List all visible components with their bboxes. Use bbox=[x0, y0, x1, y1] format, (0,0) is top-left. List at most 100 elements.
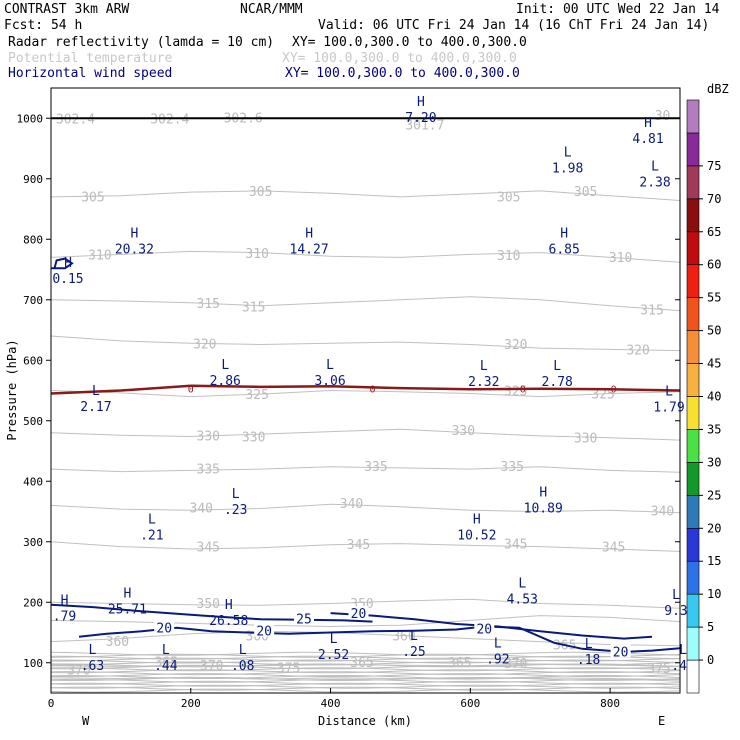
marker-low-symbol: L bbox=[564, 146, 572, 161]
marker-value: .44 bbox=[154, 659, 178, 674]
y-tick-label: 700 bbox=[23, 294, 43, 307]
theta-contour-335 bbox=[51, 466, 680, 473]
theta-label: 310 bbox=[609, 251, 632, 266]
marker-value: .08 bbox=[231, 659, 254, 674]
colorbar-label: 20 bbox=[707, 521, 721, 535]
theta-label: 30 bbox=[655, 109, 671, 124]
wind-label-bg bbox=[154, 620, 175, 634]
marker-value: .63 bbox=[81, 659, 104, 674]
colorbar: 0 5 10 15 20 25 30 35 40 45 50 55 60 65 70 75 bbox=[686, 99, 721, 694]
colorbar-label: 30 bbox=[707, 455, 721, 469]
theta-label: 335 bbox=[501, 460, 524, 475]
field-xy-theta: XY= 100.0,300.0 to 400.0,300.0 bbox=[282, 51, 517, 66]
theta-contour-350 bbox=[51, 598, 680, 609]
theta-label: 365 bbox=[448, 656, 471, 671]
upper-band-line bbox=[51, 676, 680, 682]
y-tick-label: 1000 bbox=[17, 112, 44, 125]
theta-label: 315 bbox=[242, 300, 265, 315]
marker-value: 2.17 bbox=[80, 400, 111, 415]
organization-label: NCAR/MMM bbox=[240, 2, 303, 17]
upper-band-line bbox=[51, 680, 680, 685]
colorbar-swatch bbox=[686, 462, 700, 496]
marker-value: 2.78 bbox=[542, 375, 573, 390]
marker-low-symbol: L bbox=[92, 384, 100, 399]
upper-band-line bbox=[51, 651, 680, 656]
zero-dbz-label: 0 bbox=[520, 385, 526, 396]
marker-low-symbol: L bbox=[553, 359, 561, 374]
y-axis-title: Pressure (hPa) bbox=[5, 339, 19, 440]
theta-label: 345 bbox=[602, 541, 625, 556]
upper-band-line bbox=[51, 688, 680, 693]
marker-low-symbol: L bbox=[651, 160, 659, 175]
theta-label: 370 bbox=[504, 657, 527, 672]
marker-high-symbol: H bbox=[417, 95, 425, 110]
valid-time: Valid: 06 UTC Fri 24 Jan 14 (16 ChT Fri … bbox=[318, 18, 709, 33]
wind-contour-20 bbox=[51, 257, 74, 270]
theta-label: 325 bbox=[245, 388, 268, 403]
wind-label-bg bbox=[348, 606, 369, 620]
theta-label: 360 bbox=[106, 635, 129, 650]
marker-value: 2.86 bbox=[210, 374, 241, 389]
y-tick-label: 900 bbox=[23, 173, 43, 186]
marker-value: 1.98 bbox=[552, 162, 583, 177]
wind-label-bg bbox=[254, 623, 275, 637]
marker-low-symbol: L bbox=[518, 576, 526, 591]
colorbar-label: 50 bbox=[707, 324, 721, 338]
marker-high-symbol: H bbox=[123, 587, 131, 602]
theta-contour-315 bbox=[51, 296, 680, 312]
colorbar-label: 35 bbox=[707, 422, 721, 436]
upper-band-line bbox=[51, 684, 680, 689]
marker-high-symbol: H bbox=[225, 598, 233, 613]
theta-contour-360 bbox=[51, 630, 680, 647]
theta-label: 340 bbox=[651, 504, 674, 519]
marker-value: .79 bbox=[53, 609, 76, 624]
x-tick-label: 400 bbox=[321, 697, 341, 710]
theta-label: 345 bbox=[347, 538, 370, 553]
marker-low-symbol: L bbox=[148, 512, 156, 527]
marker-low-symbol: L bbox=[221, 358, 229, 373]
colorbar-swatch bbox=[686, 231, 700, 266]
theta-label: 345 bbox=[504, 538, 527, 553]
colorbar-label: 10 bbox=[707, 587, 721, 601]
theta-label: 340 bbox=[190, 501, 213, 516]
colorbar-swatch bbox=[686, 626, 700, 661]
colorbar-label: 45 bbox=[707, 357, 721, 371]
marker-value: 25.71 bbox=[108, 603, 147, 618]
east-label: E bbox=[658, 714, 665, 728]
marker-value: 2.32 bbox=[468, 375, 499, 390]
y-tick-label: 200 bbox=[23, 596, 43, 609]
marker-value: .21 bbox=[140, 528, 163, 543]
colorbar-swatch bbox=[686, 165, 700, 200]
marker-low-symbol: L bbox=[672, 588, 680, 603]
theta-label: 315 bbox=[640, 303, 663, 318]
marker-high-symbol: H bbox=[64, 256, 72, 271]
theta-label: 305 bbox=[574, 185, 597, 200]
theta-label: 335 bbox=[364, 460, 387, 475]
theta-contour-320 bbox=[51, 335, 680, 352]
theta-label: 365 bbox=[155, 656, 178, 671]
west-label: W bbox=[82, 714, 90, 728]
theta-label: 340 bbox=[340, 497, 363, 512]
x-tick-label: 800 bbox=[600, 697, 620, 710]
marker-value: 14.27 bbox=[290, 243, 329, 258]
theta-label: 330 bbox=[242, 430, 265, 445]
theta-label: 320 bbox=[626, 343, 649, 358]
theta-label: 330 bbox=[574, 432, 597, 447]
wind-label: 20 bbox=[351, 607, 367, 622]
colorbar-swatch bbox=[686, 198, 700, 233]
marker-low-symbol: L bbox=[410, 629, 418, 644]
marker-value: 4.53 bbox=[507, 592, 538, 607]
marker-value: .18 bbox=[577, 653, 600, 668]
upper-band-line bbox=[51, 673, 680, 678]
plot-frame bbox=[50, 87, 681, 694]
wind-label-bg bbox=[474, 621, 495, 635]
model-title: CONTRAST 3km ARW bbox=[4, 2, 129, 17]
theta-label: 365 bbox=[553, 639, 576, 654]
theta-label: 310 bbox=[245, 247, 268, 262]
wind-label: 20 bbox=[256, 625, 272, 640]
marker-high-symbol: H bbox=[539, 486, 547, 501]
colorbar-swatch bbox=[686, 429, 700, 463]
